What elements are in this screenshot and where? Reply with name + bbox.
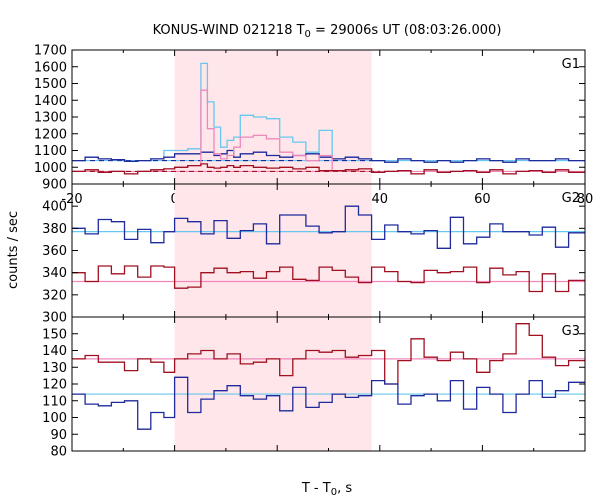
x-tick-label: 60	[474, 192, 491, 207]
y-tick-label: 120	[42, 378, 67, 393]
panel-g1: 90010001100120013001400150016001700G1-20…	[34, 44, 593, 208]
y-tick-label: 1300	[34, 111, 67, 126]
series-g2-0	[72, 205, 585, 249]
chart-title: KONUS-WIND 021218 T0 = 29006s UT (08:03:…	[153, 23, 502, 40]
y-tick-label: 320	[42, 288, 67, 303]
y-tick-label: 90	[50, 428, 67, 443]
y-tick-label: 1200	[34, 127, 67, 142]
chart-title-rest: = 29006s UT (08:03:26.000)	[311, 23, 501, 38]
series-g2-1	[72, 265, 585, 293]
y-tick-label: 1500	[34, 77, 67, 92]
x-axis-title-rest: , s	[337, 481, 352, 496]
y-tick-label: 340	[42, 266, 67, 281]
y-tick-label: 1600	[34, 60, 67, 75]
y-tick-label: 380	[42, 222, 67, 237]
panels-group: 90010001100120013001400150016001700G1-20…	[34, 44, 593, 460]
series-g3-1	[72, 376, 585, 430]
series-g1-1	[72, 149, 585, 163]
y-tick-label: 1700	[34, 44, 67, 59]
y-tick-label: 140	[42, 344, 67, 359]
x-axis-title: T - T0, s	[301, 481, 352, 498]
y-tick-label: 400	[42, 200, 67, 215]
y-tick-label: 1400	[34, 94, 67, 109]
x-axis-title-subscript: 0	[331, 487, 337, 498]
highlight-interval	[174, 184, 372, 317]
y-axis-title: counts / sec	[6, 211, 21, 289]
panel-label: G2	[562, 191, 580, 206]
x-tick-label: 40	[372, 192, 389, 207]
y-tick-label: 80	[50, 445, 67, 460]
panel-label: G3	[562, 324, 580, 339]
chart-title-subscript: 0	[305, 29, 311, 40]
y-tick-label: 130	[42, 361, 67, 376]
highlight-interval	[174, 317, 372, 451]
y-tick-label: 1100	[34, 144, 67, 159]
series-g1-3	[72, 163, 585, 175]
y-tick-label: 1000	[34, 161, 67, 176]
y-tick-label: 150	[42, 327, 67, 342]
panel-g2: 300 320 340 360 380 400 G2	[42, 183, 586, 326]
y-tick-label: 300	[42, 311, 67, 326]
y-tick-label: 900	[42, 178, 67, 193]
y-tick-label: 360	[42, 244, 67, 259]
chart-title-main: KONUS-WIND 021218 T	[153, 23, 305, 38]
y-tick-label: 100	[42, 411, 67, 426]
y-tick-label: 110	[42, 394, 67, 409]
series-g3-0	[72, 323, 585, 385]
x-axis-title-main: T - T	[301, 481, 331, 496]
panel-label: G1	[562, 57, 580, 72]
